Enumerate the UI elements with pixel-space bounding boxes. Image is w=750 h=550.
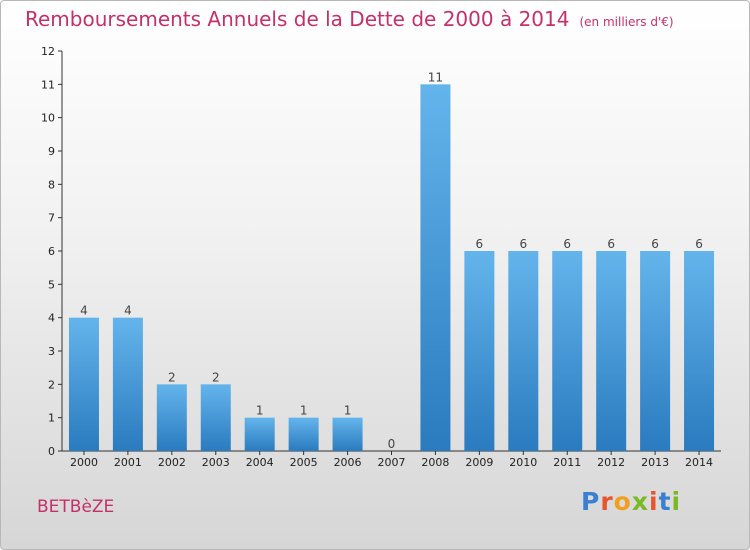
bar-2010: [508, 251, 539, 451]
x-tick-label: 2003: [202, 456, 230, 469]
value-label-2000: 4: [80, 304, 88, 318]
value-label-2014: 6: [695, 237, 703, 251]
value-label-2006: 1: [344, 404, 352, 418]
chart-title: Remboursements Annuels de la Dette de 20…: [25, 7, 674, 31]
y-tick-label: 0: [48, 445, 55, 458]
logo-letter: r: [600, 487, 614, 516]
bar-2011: [552, 251, 583, 451]
logo-letter: i: [671, 487, 682, 516]
y-tick-label: 4: [48, 312, 55, 325]
value-label-2013: 6: [651, 237, 659, 251]
value-label-2004: 1: [256, 404, 264, 418]
y-tick-label: 6: [48, 245, 55, 258]
value-label-2009: 6: [476, 237, 484, 251]
x-tick-label: 2004: [246, 456, 274, 469]
bar-2005: [288, 417, 319, 451]
bar-2009: [464, 251, 495, 451]
value-label-2003: 2: [212, 370, 220, 384]
value-label-2011: 6: [563, 237, 571, 251]
y-tick-label: 1: [48, 412, 55, 425]
x-tick-label: 2008: [421, 456, 449, 469]
bar-2013: [640, 251, 671, 451]
y-tick-label: 3: [48, 345, 55, 358]
logo-letter: i: [649, 487, 659, 516]
value-label-2001: 4: [124, 304, 132, 318]
x-tick-label: 2006: [334, 456, 362, 469]
value-label-2005: 1: [300, 404, 308, 418]
bars: [68, 84, 715, 451]
y-tick-label: 8: [48, 178, 55, 191]
bar-2012: [596, 251, 627, 451]
chart-title-text: Remboursements Annuels de la Dette de 20…: [25, 7, 570, 31]
x-tick-label: 2013: [641, 456, 669, 469]
value-label-2008: 11: [428, 70, 443, 84]
logo-letter: t: [658, 487, 672, 516]
bar-2001: [112, 317, 143, 451]
y-tick-label: 11: [41, 78, 55, 91]
bar-2004: [244, 417, 275, 451]
y-tick-label: 12: [41, 45, 55, 58]
y-tick-label: 5: [48, 278, 55, 291]
bar-2002: [156, 384, 187, 451]
y-tick-label: 2: [48, 378, 55, 391]
logo-letter: o: [613, 487, 632, 516]
logo-letter: P: [581, 487, 601, 516]
bar-2000: [68, 317, 99, 451]
bar-2014: [684, 251, 715, 451]
value-label-2002: 2: [168, 370, 176, 384]
x-tick-label: 2009: [465, 456, 493, 469]
logo-letter: x: [631, 487, 649, 516]
x-tick-label: 2012: [597, 456, 625, 469]
bar-2006: [332, 417, 363, 451]
chart-unit: (en milliers d'€): [579, 15, 674, 29]
value-label-2010: 6: [519, 237, 527, 251]
y-tick-label: 7: [48, 212, 55, 225]
x-tick-label: 2002: [158, 456, 186, 469]
x-tick-label: 2005: [290, 456, 318, 469]
y-tick-label: 9: [48, 145, 55, 158]
proxiti-logo[interactable]: Proxiti: [581, 487, 681, 516]
x-tick-label: 2010: [509, 456, 537, 469]
x-tick-label: 2000: [70, 456, 98, 469]
x-tick-label: 2007: [378, 456, 406, 469]
value-label-2007: 0: [388, 437, 396, 451]
bar-2003: [200, 384, 231, 451]
x-tick-label: 2001: [114, 456, 142, 469]
x-tick-label: 2014: [685, 456, 713, 469]
x-tick-label: 2011: [553, 456, 581, 469]
commune-name: BETBèZE: [37, 497, 115, 517]
value-label-2012: 6: [607, 237, 615, 251]
bar-2008: [420, 84, 451, 451]
y-tick-label: 10: [41, 112, 55, 125]
